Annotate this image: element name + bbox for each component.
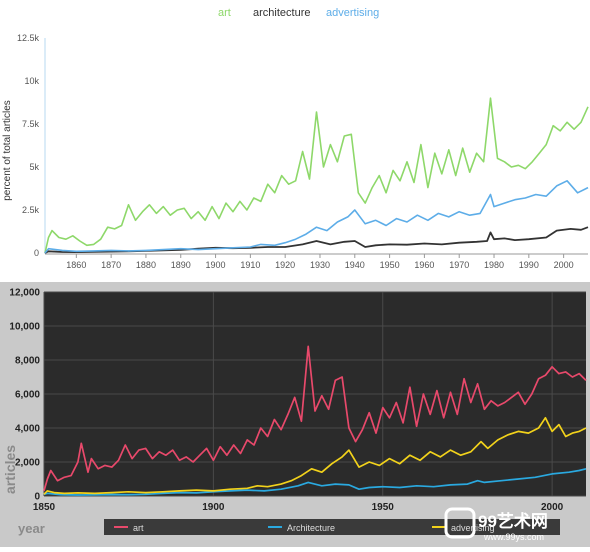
top-y-tick-label: 12.5k: [17, 33, 40, 43]
watermark-svg: 99艺术网 www.99ys.com: [444, 507, 548, 542]
bottom-x-axis-title: year: [18, 521, 45, 536]
bottom-area-chart: 0 2,000 4,000 6,000 8,000 10,000 12,000 1850 190…: [0, 282, 590, 547]
bottom-legend-architecture: Architecture: [287, 523, 335, 533]
top-legend-art: art: [218, 7, 231, 19]
bottom-series-line-advertising: [43, 416, 587, 495]
top-legend-advertising: advertising: [326, 7, 379, 19]
top-x-tick-label: 2000: [554, 260, 574, 270]
top-x-tick-label: 1870: [101, 260, 121, 270]
top-x-tick-label: 1860: [66, 260, 86, 270]
top-x-tick-label: 1890: [171, 260, 191, 270]
top-legend-architecture: architecture: [253, 7, 310, 19]
top-x-tick-label: 1900: [206, 260, 226, 270]
top-series-line-advertising: [44, 180, 589, 254]
bottom-y-axis-title: articles: [2, 445, 18, 494]
watermark-logo: 99艺术网 www.99ys.com: [444, 503, 584, 543]
top-x-tick-label: 1920: [275, 260, 295, 270]
bottom-y-tick-label: 4,000: [15, 424, 40, 435]
top-y-tick-label: 2.5k: [22, 205, 40, 215]
top-line-chart: 0 2.5k 5k 7.5k 10k 12.5k 1860 1870 1880 1890 1900 1…: [2, 7, 589, 270]
top-x-tick-label: 1910: [240, 260, 260, 270]
bottom-x-tick-label: 1950: [372, 502, 395, 513]
bottom-y-tick-label: 8,000: [15, 356, 40, 367]
top-x-tick-label: 1880: [136, 260, 156, 270]
top-y-tick-label: 5k: [29, 162, 39, 172]
top-x-tick-label: 1950: [380, 260, 400, 270]
top-y-tick-label: 0: [34, 248, 39, 258]
top-series-line-architecture: [44, 226, 589, 254]
bottom-y-tick-label: 10,000: [9, 322, 40, 333]
bottom-y-tick-label: 12,000: [9, 288, 40, 299]
bottom-series-line-architecture: [43, 467, 587, 496]
top-x-tick-label: 1940: [345, 260, 365, 270]
top-x-tick-label: 1960: [414, 260, 434, 270]
bottom-y-tick-label: 2,000: [15, 458, 40, 469]
top-x-tick-label: 1930: [310, 260, 330, 270]
bottom-y-tick-label: 6,000: [15, 390, 40, 401]
watermark-badge-icon: [444, 507, 476, 539]
bottom-series-line-art: [43, 345, 587, 492]
top-y-tick-label: 10k: [24, 76, 39, 86]
top-y-tick-label: 7.5k: [22, 119, 40, 129]
top-x-tick-label: 1980: [484, 260, 504, 270]
bottom-x-tick-label: 1900: [202, 502, 225, 513]
watermark-url-text: www.99ys.com: [483, 532, 544, 542]
top-x-tick-label: 1970: [449, 260, 469, 270]
bottom-y-tick-label: 0: [34, 492, 40, 503]
top-chart-svg: 0 2.5k 5k 7.5k 10k 12.5k 1860 1870 1880 1890 1900 1…: [2, 7, 589, 270]
top-y-axis-title: percent of total articles: [2, 100, 13, 201]
watermark-logo-text: 99艺术网: [478, 511, 548, 531]
bottom-x-tick-label: 1850: [33, 502, 56, 513]
bottom-x-tick-label: 2000: [541, 502, 564, 513]
top-x-tick-label: 1990: [519, 260, 539, 270]
bottom-legend-art: art: [133, 523, 144, 533]
top-series-line-art: [44, 97, 589, 254]
bottom-chart-svg: 0 2,000 4,000 6,000 8,000 10,000 12,000 1850 190…: [2, 288, 587, 536]
